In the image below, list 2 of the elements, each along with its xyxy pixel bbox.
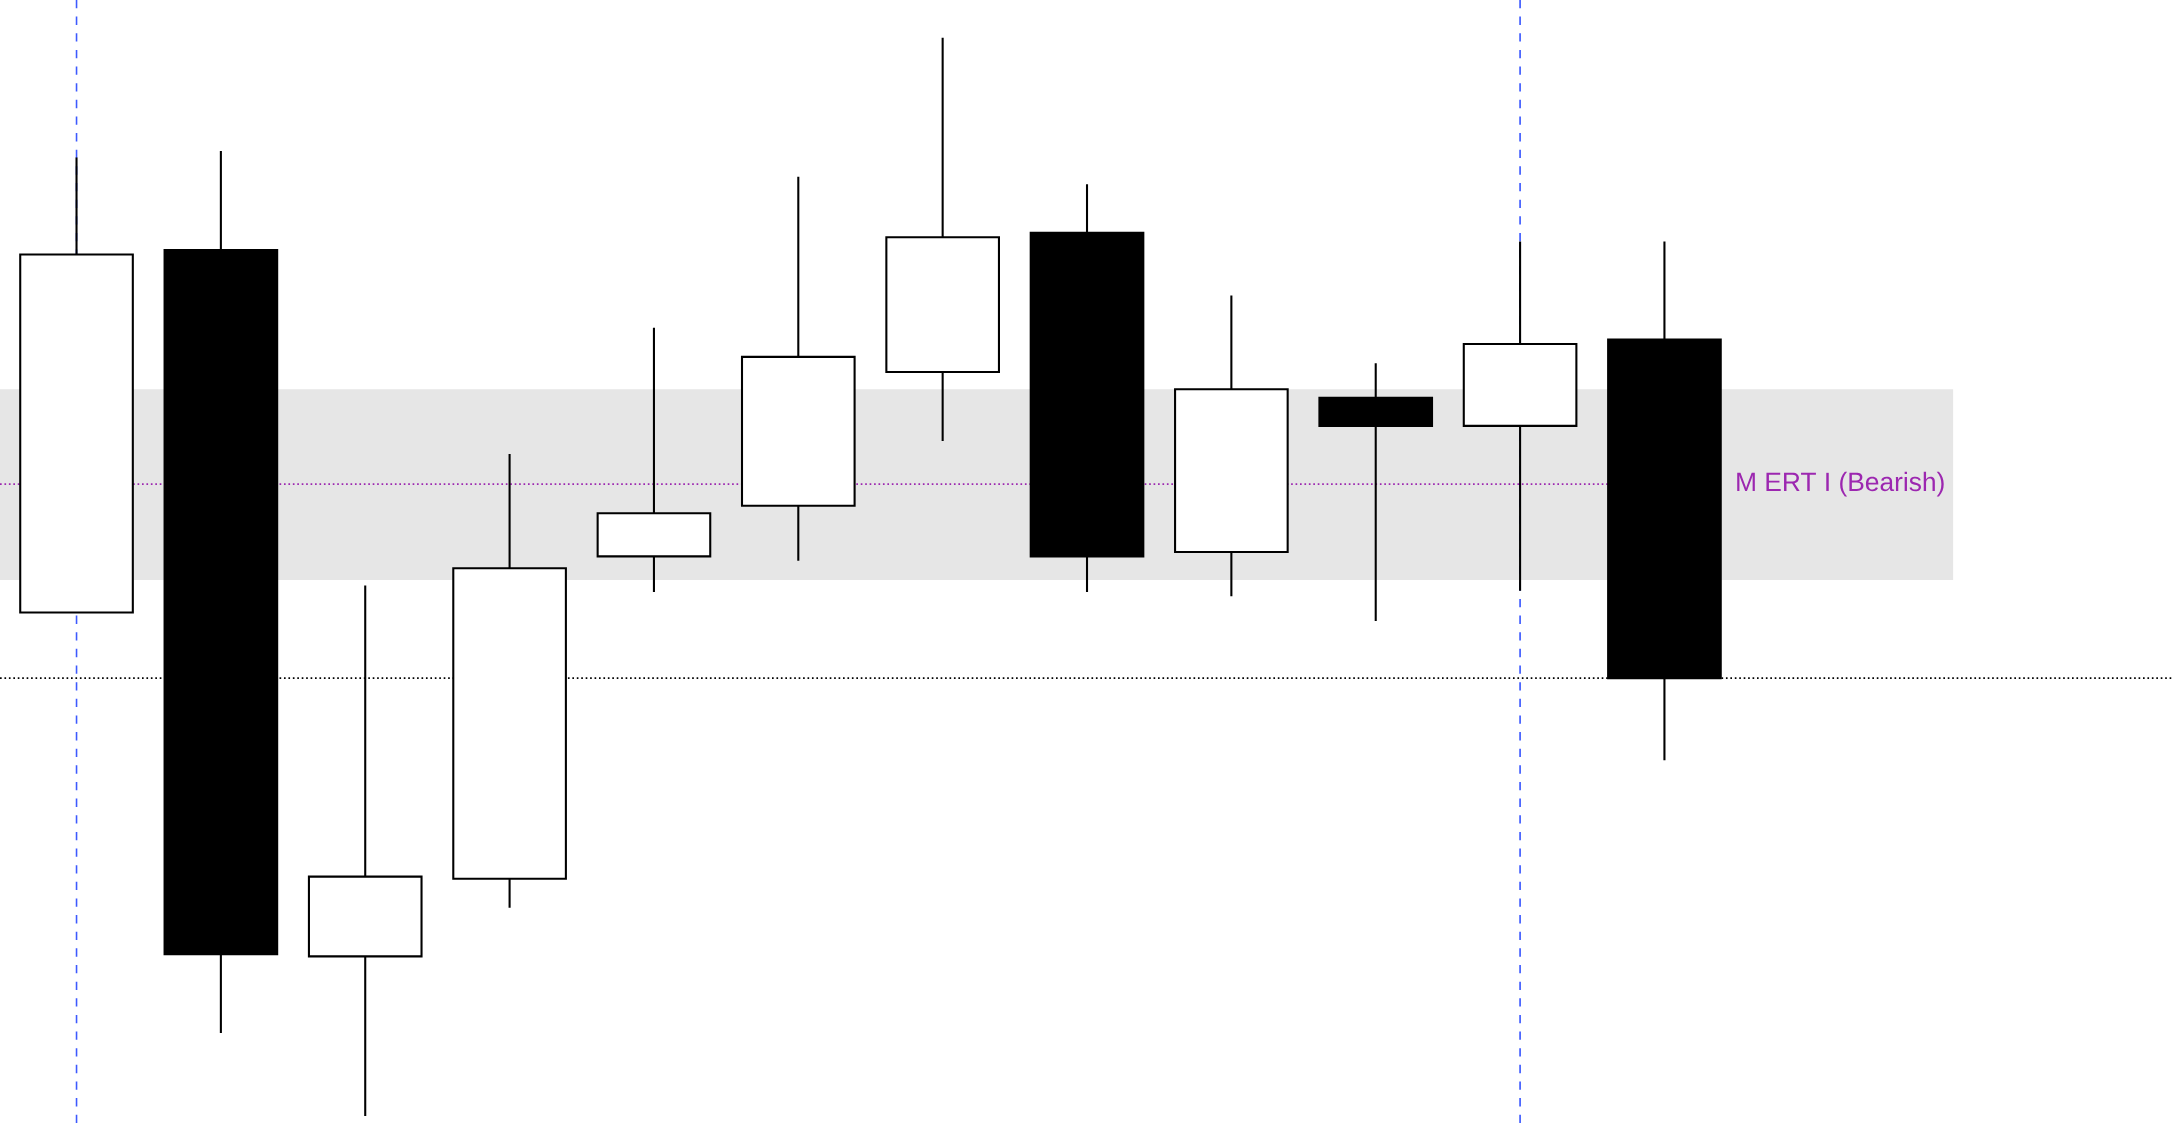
ref-line-label: M ERT I (Bearish) (1737, 471, 1944, 497)
candlestick (1318, 362, 1434, 623)
